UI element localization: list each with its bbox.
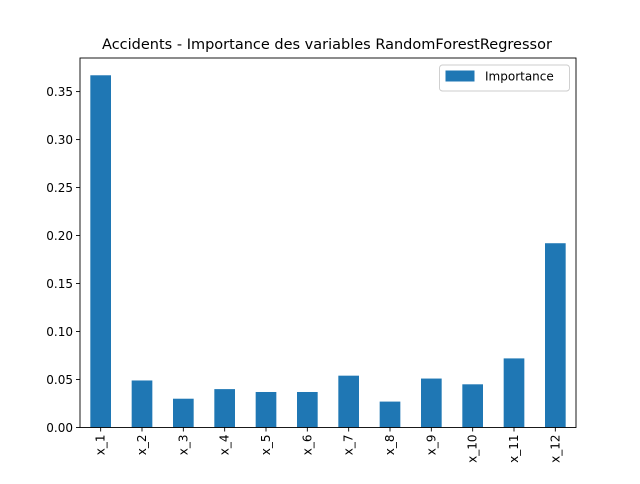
y-axis: 0.00 0.05 0.10 0.15 0.20 0.25 0.30 0.35 xyxy=(46,85,80,435)
y-tick-label: 0.05 xyxy=(46,373,73,387)
x-tick-label-x_6: x_6 xyxy=(300,435,314,456)
x-tick-label-x_5: x_5 xyxy=(259,435,273,456)
y-tick-label: 0.30 xyxy=(46,133,73,147)
y-tick-label: 0.00 xyxy=(46,421,73,435)
x-tick-label-x_10: x_10 xyxy=(466,435,480,463)
y-tick-label: 0.25 xyxy=(46,181,73,195)
x-tick-label-x_2: x_2 xyxy=(135,435,149,456)
bar-x_4 xyxy=(214,389,235,428)
bar-x_2 xyxy=(131,380,153,428)
bar-x_3 xyxy=(173,398,194,428)
y-tick-label: 0.20 xyxy=(46,229,73,243)
x-tick-label-x_11: x_11 xyxy=(507,435,521,463)
x-tick-label-x_4: x_4 xyxy=(218,435,232,456)
y-tick-label: 0.10 xyxy=(46,325,73,339)
legend-label: Importance xyxy=(485,70,554,84)
x-tick-label-x_9: x_9 xyxy=(424,435,438,456)
legend: Importance xyxy=(439,64,570,92)
bar-x_8 xyxy=(379,401,401,428)
bar-x_1 xyxy=(90,75,111,428)
y-tick-label: 0.15 xyxy=(46,277,73,291)
x-tick-label-x_3: x_3 xyxy=(176,435,190,456)
bar-x_12 xyxy=(545,243,566,428)
x-tick-label-x_12: x_12 xyxy=(548,435,562,463)
bar-x_7 xyxy=(338,375,359,428)
chart-title: Accidents - Importance des variables Ran… xyxy=(102,37,552,53)
bar-x_9 xyxy=(421,378,442,428)
bars-layer xyxy=(90,75,566,428)
bar-x_10 xyxy=(462,384,483,428)
bar-x_6 xyxy=(297,391,318,428)
x-tick-label-x_1: x_1 xyxy=(94,435,108,456)
bar-x_5 xyxy=(255,391,277,428)
y-tick-label: 0.35 xyxy=(46,85,73,99)
axes-frame xyxy=(79,57,577,428)
legend-swatch xyxy=(445,70,475,82)
bar-x_11 xyxy=(503,358,525,428)
x-tick-label-x_8: x_8 xyxy=(383,435,397,456)
x-axis: x_1 x_2 x_3 x_4 x_5 x_6 x_7 x_8 x_9 x_10 x_11 x_12 xyxy=(94,427,562,463)
x-tick-label-x_7: x_7 xyxy=(342,435,356,456)
